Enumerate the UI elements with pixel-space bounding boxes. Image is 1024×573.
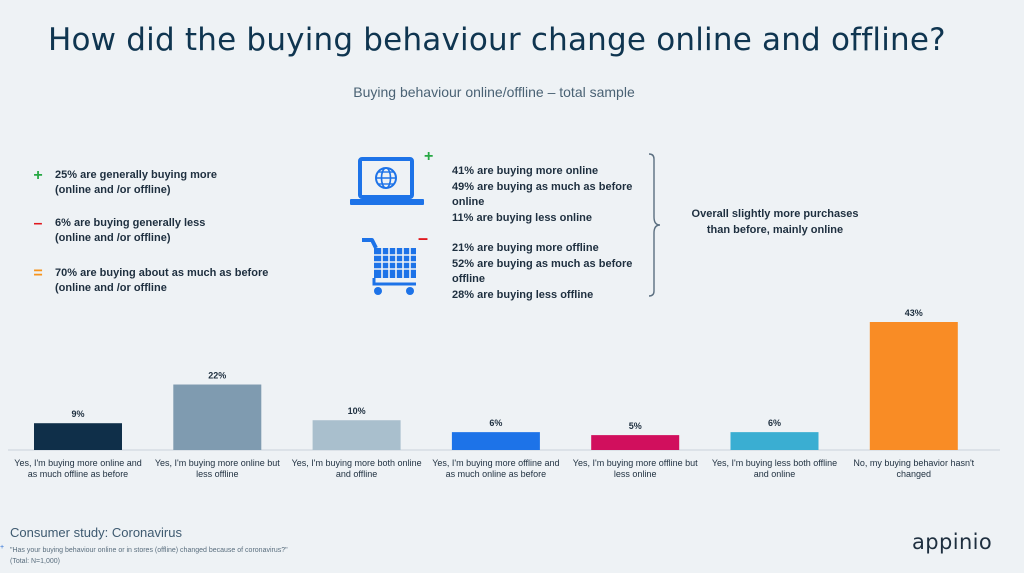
- summary-line: (online and /or offline: [55, 282, 167, 294]
- category-label: Yes, I'm buying more online and: [14, 458, 141, 468]
- category-label: Yes, I'm buying more offline but: [573, 458, 698, 468]
- minus-icon: –: [418, 228, 429, 248]
- shopping-cart-icon: [360, 236, 420, 301]
- offline-stats: 21% are buying more offline 52% are buyi…: [452, 241, 632, 303]
- summary-line: 6% are buying generally less: [55, 217, 206, 229]
- study-title: Consumer study: Coronavirus: [10, 525, 182, 540]
- brand-logo: appinio: [912, 530, 993, 554]
- bar-value-label: 9%: [71, 409, 84, 419]
- laptop-globe-icon: [350, 155, 440, 216]
- category-label: as much offline as before: [28, 469, 128, 479]
- bar: [451, 432, 540, 450]
- conclusion-text: Overall slightly more purchases than bef…: [680, 206, 870, 238]
- bar: [869, 322, 958, 450]
- category-label: Yes, I'm buying more both online: [292, 458, 422, 468]
- summary-text: 25% are generally buying more (online an…: [55, 168, 295, 198]
- summary-text: 6% are buying generally less (online and…: [55, 216, 295, 246]
- category-label: as much online as before: [446, 469, 547, 479]
- category-label: less online: [614, 469, 657, 479]
- bar-value-label: 6%: [768, 418, 781, 428]
- category-label: Yes, I'm buying more offline and: [432, 458, 559, 468]
- footnote-question: "Has your buying behaviour online or in …: [10, 547, 288, 554]
- bar-value-label: 5%: [629, 421, 642, 431]
- conclusion-line: than before, mainly online: [706, 224, 844, 236]
- online-stat-line: online: [452, 196, 485, 208]
- category-label: Yes, I'm buying less both offline: [712, 458, 837, 468]
- category-label: and offline: [336, 469, 377, 479]
- summary-line: (online and /or offline): [55, 232, 171, 244]
- category-label: and online: [754, 469, 796, 479]
- plus-icon: +: [0, 544, 5, 551]
- bar-value-label: 10%: [348, 406, 366, 416]
- bar: [312, 420, 401, 450]
- category-label: No, my buying behavior hasn't: [853, 458, 974, 468]
- footnote: "Has your buying behaviour online or in …: [10, 545, 288, 567]
- plus-icon: +: [33, 167, 43, 184]
- curly-bracket: [648, 153, 661, 297]
- conclusion-line: Overall slightly more purchases: [691, 208, 859, 220]
- bar-value-label: 43%: [905, 308, 923, 318]
- page-title: How did the buying behaviour change onli…: [48, 22, 946, 58]
- bar: [730, 432, 819, 450]
- offline-stat-line: 52% are buying as much as before: [452, 257, 633, 270]
- bar: [173, 384, 262, 450]
- summary-text: 70% are buying about as much as before (…: [55, 266, 295, 296]
- online-stat-line: 11% are buying less online: [452, 211, 592, 224]
- category-label: Yes, I'm buying more online but: [155, 458, 280, 468]
- offline-stat-line: offline: [452, 273, 485, 285]
- online-stat-line: 41% are buying more online: [452, 165, 599, 177]
- category-label: changed: [897, 469, 932, 479]
- page-subtitle: Buying behaviour online/offline – total …: [353, 84, 635, 100]
- bar: [591, 435, 680, 450]
- equals-icon: =: [33, 265, 43, 282]
- offline-stat-line: 28% are buying less offline: [452, 288, 594, 301]
- footnote-total: (Total: N=1,000): [10, 558, 60, 565]
- minus-icon: –: [33, 215, 43, 232]
- summary-line: (online and /or offline): [55, 184, 171, 196]
- plus-icon: +: [424, 148, 434, 165]
- bar: [34, 423, 122, 450]
- bar-value-label: 22%: [208, 371, 226, 381]
- bar-value-label: 6%: [489, 418, 502, 428]
- online-stat-line: 49% are buying as much as before: [452, 180, 633, 193]
- category-label: less offline: [196, 469, 238, 479]
- summary-line: 25% are generally buying more: [55, 169, 218, 181]
- offline-stat-line: 21% are buying more offline: [452, 242, 599, 254]
- online-stats: 41% are buying more online 49% are buyin…: [452, 164, 632, 226]
- summary-line: 70% are buying about as much as before: [55, 267, 269, 279]
